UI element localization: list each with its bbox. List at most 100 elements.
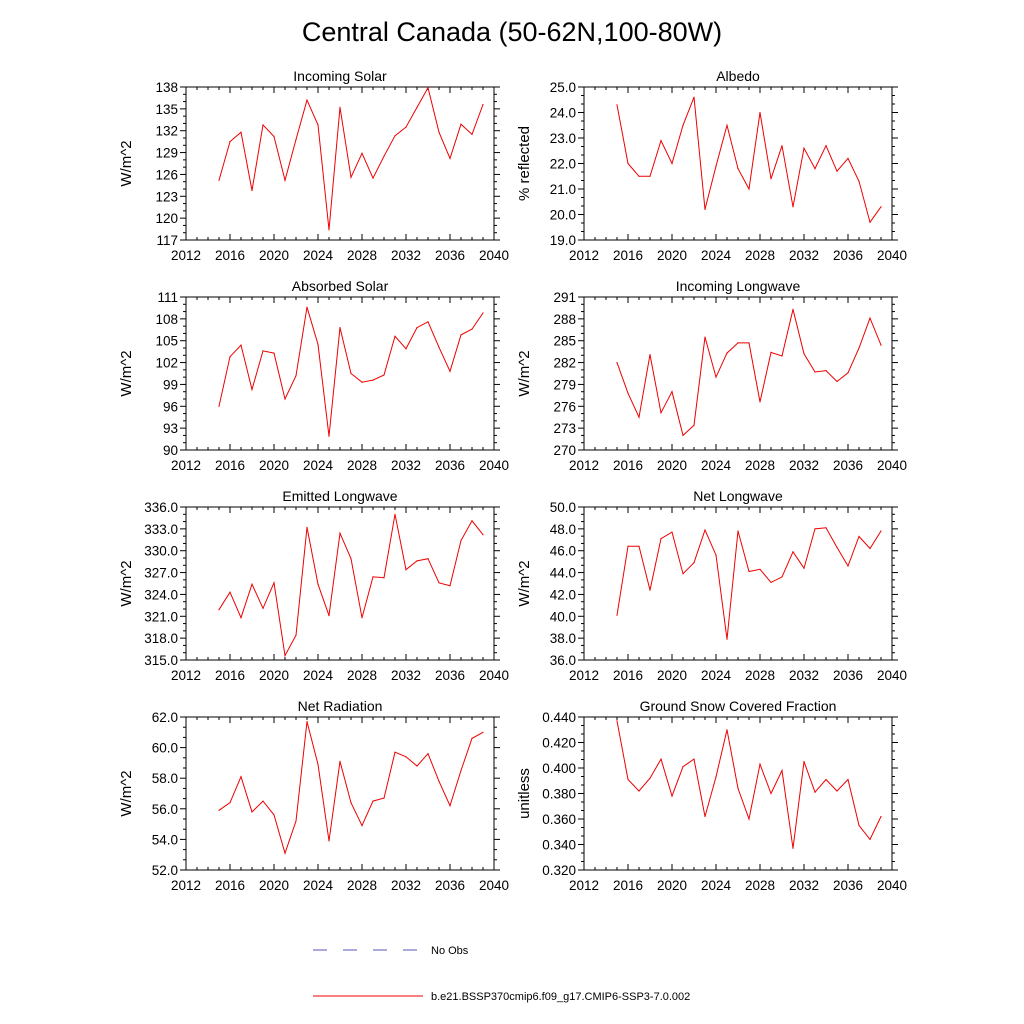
x-tick-label: 2028 xyxy=(745,668,775,683)
y-tick-label: 135 xyxy=(155,102,178,117)
y-tick-label: 111 xyxy=(157,290,178,305)
data-point xyxy=(251,811,253,813)
data-point xyxy=(880,206,882,208)
data-point xyxy=(284,398,286,400)
y-tick-label: 58.0 xyxy=(152,771,178,786)
data-point xyxy=(339,106,341,108)
y-tick-label: 279 xyxy=(553,377,576,392)
x-tick-label: 2032 xyxy=(391,248,421,263)
x-tick-label: 2036 xyxy=(833,668,863,683)
y-tick-label: 288 xyxy=(553,312,576,327)
y-tick-label: 129 xyxy=(155,146,178,161)
series-line-0 xyxy=(218,307,484,437)
x-tick-label: 2024 xyxy=(701,248,732,263)
data-point xyxy=(295,634,297,636)
data-point xyxy=(737,530,739,532)
x-tick-label: 2012 xyxy=(171,668,201,683)
data-point xyxy=(328,435,330,437)
x-tick-label: 2016 xyxy=(215,248,245,263)
panel-title: Ground Snow Covered Fraction xyxy=(640,698,837,714)
x-tick-label: 2040 xyxy=(877,248,907,263)
x-tick-label: 2012 xyxy=(569,878,599,893)
data-point xyxy=(825,370,827,372)
x-tick-label: 2032 xyxy=(789,878,819,893)
x-tick-label: 2020 xyxy=(657,248,687,263)
data-point xyxy=(704,529,706,531)
x-tick-label: 2036 xyxy=(833,878,863,893)
y-tick-label: 330.0 xyxy=(144,544,178,559)
data-point xyxy=(328,840,330,842)
data-point xyxy=(693,96,695,98)
data-point xyxy=(460,539,462,542)
y-axis-label: W/m^2 xyxy=(516,350,533,396)
x-tick-label: 2036 xyxy=(833,458,863,473)
data-point xyxy=(471,737,473,740)
data-point xyxy=(350,802,352,804)
data-point xyxy=(792,847,794,849)
data-point xyxy=(847,565,849,567)
data-point xyxy=(416,106,418,108)
data-point xyxy=(869,317,871,319)
x-tick-label: 2040 xyxy=(479,458,509,473)
y-tick-label: 273 xyxy=(553,421,576,436)
data-point xyxy=(682,124,684,126)
data-point xyxy=(482,312,484,314)
y-tick-label: 327.0 xyxy=(144,566,178,581)
x-tick-label: 2016 xyxy=(215,668,245,683)
data-point xyxy=(781,145,783,147)
y-tick-label: 21.0 xyxy=(550,182,576,197)
y-tick-label: 93 xyxy=(163,421,178,436)
data-point xyxy=(748,818,750,820)
y-tick-label: 62.0 xyxy=(152,710,178,725)
y-tick-label: 90 xyxy=(163,443,178,458)
data-point xyxy=(306,721,308,723)
data-point xyxy=(682,434,684,436)
data-point xyxy=(726,352,728,354)
data-point xyxy=(383,797,385,799)
y-tick-label: 50.0 xyxy=(550,500,576,515)
data-point xyxy=(306,306,308,308)
data-point xyxy=(240,776,242,778)
y-tick-label: 42.0 xyxy=(550,587,576,602)
data-point xyxy=(803,147,805,149)
x-tick-label: 2020 xyxy=(259,878,289,893)
data-point xyxy=(726,638,728,640)
plot-frame xyxy=(185,296,495,451)
data-point xyxy=(306,526,308,529)
data-point xyxy=(748,342,750,344)
y-axis-label: % reflected xyxy=(516,126,533,201)
data-point xyxy=(803,761,805,763)
y-tick-label: 333.0 xyxy=(144,522,178,537)
series-line-0 xyxy=(218,721,484,855)
data-point xyxy=(405,348,407,350)
data-point xyxy=(416,765,418,767)
data-point xyxy=(438,346,440,348)
x-tick-label: 2024 xyxy=(303,878,334,893)
x-tick-label: 2032 xyxy=(391,668,421,683)
x-tick-label: 2016 xyxy=(613,248,643,263)
y-tick-label: 123 xyxy=(155,189,178,204)
data-point xyxy=(704,336,706,338)
data-point xyxy=(737,168,739,170)
x-tick-label: 2032 xyxy=(789,458,819,473)
x-tick-label: 2020 xyxy=(259,668,289,683)
x-tick-label: 2028 xyxy=(347,248,377,263)
data-point xyxy=(449,370,451,372)
figure-title: Central Canada (50-62N,100-80W) xyxy=(302,17,722,47)
data-point xyxy=(759,763,761,765)
y-tick-label: 336.0 xyxy=(144,500,178,515)
data-point xyxy=(715,554,717,556)
data-point xyxy=(671,162,673,165)
data-point xyxy=(427,753,429,755)
x-tick-label: 2020 xyxy=(259,458,289,473)
y-tick-label: 52.0 xyxy=(152,863,178,878)
data-point xyxy=(880,344,882,346)
data-point xyxy=(251,189,253,192)
data-point xyxy=(471,133,473,135)
y-tick-label: 324.0 xyxy=(144,587,178,602)
x-tick-label: 2024 xyxy=(701,878,732,893)
data-point xyxy=(858,535,860,538)
plot-frame xyxy=(583,506,893,661)
data-point xyxy=(339,532,341,534)
